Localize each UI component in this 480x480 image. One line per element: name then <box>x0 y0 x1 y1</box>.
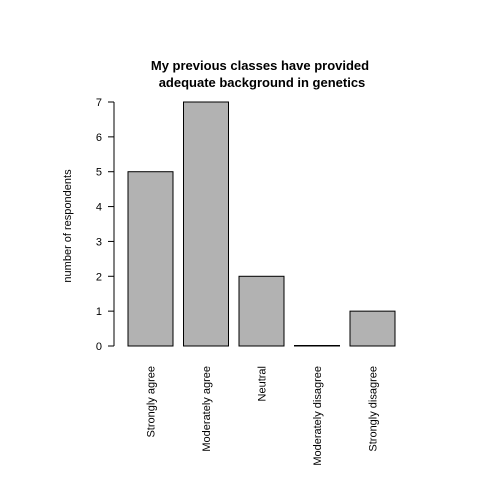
y-axis-label: number of respondents <box>62 169 74 283</box>
bar <box>294 345 340 347</box>
bar <box>127 171 174 347</box>
x-tick-label: Strongly agree <box>146 366 158 438</box>
chart-title-line-1: My previous classes have provided <box>151 58 369 73</box>
bar <box>238 275 285 347</box>
y-tick-label: 2 <box>96 271 102 283</box>
y-tick-label: 0 <box>96 341 102 353</box>
x-tick-label: Strongly disagree <box>368 366 380 452</box>
bar <box>183 101 229 347</box>
y-tick-label: 7 <box>96 97 102 109</box>
x-tick-label: Moderately agree <box>201 366 213 452</box>
y-tick-label: 5 <box>96 167 102 179</box>
y-tick-label: 1 <box>96 306 102 318</box>
y-axis: 0 1 2 3 4 5 6 7 <box>96 97 115 353</box>
x-tick-label: Moderately disagree <box>312 366 324 466</box>
x-axis-labels: Strongly agree Moderately agree Neutral Mod… <box>146 366 380 466</box>
y-tick-label: 6 <box>96 132 102 144</box>
y-tick-label: 3 <box>96 236 102 248</box>
chart-title-line-2: adequate background in genetics <box>159 75 366 90</box>
x-tick-label: Neutral <box>257 366 269 401</box>
y-tick-label: 4 <box>96 202 102 214</box>
bar <box>349 310 396 347</box>
bars <box>127 101 396 347</box>
